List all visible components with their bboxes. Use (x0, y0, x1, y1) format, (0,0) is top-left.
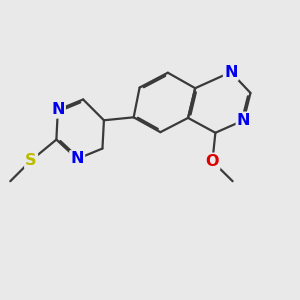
Text: O: O (206, 154, 219, 169)
Text: N: N (51, 102, 64, 117)
Text: N: N (237, 113, 250, 128)
Text: N: N (224, 64, 238, 80)
Text: N: N (70, 152, 84, 166)
Text: S: S (26, 153, 37, 168)
